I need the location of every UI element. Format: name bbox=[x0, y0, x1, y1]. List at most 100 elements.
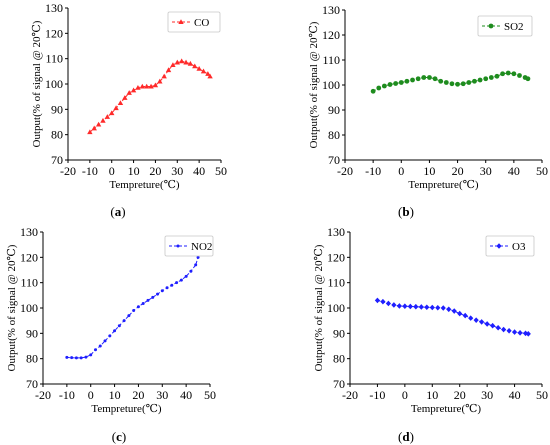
y-tick-label: 120 bbox=[45, 26, 63, 40]
legend-box bbox=[485, 235, 535, 257]
panel-caption: (c) bbox=[112, 429, 126, 444]
chart-panel-1: 70 80 90 100 110 120 130 -20 -10 0 10 20 30 40 50 Tempr… bbox=[31, 1, 227, 219]
x-axis-label: Tempreture(℃) bbox=[411, 403, 482, 415]
data-point bbox=[484, 321, 490, 327]
panel-caption: (d) bbox=[398, 429, 414, 444]
data-point bbox=[415, 76, 421, 82]
data-point bbox=[152, 82, 159, 88]
data-point bbox=[136, 305, 140, 309]
data-point bbox=[483, 76, 489, 82]
y-tick-label: 90 bbox=[328, 103, 340, 117]
x-tick-label: -20 bbox=[35, 388, 51, 402]
data-point bbox=[398, 80, 404, 85]
data-point bbox=[443, 80, 449, 85]
x-tick-label: 40 bbox=[193, 164, 205, 178]
y-tick-label: 90 bbox=[51, 102, 63, 116]
data-point bbox=[473, 317, 479, 323]
x-tick-label: 20 bbox=[149, 164, 161, 178]
legend-label: CO bbox=[194, 17, 209, 29]
x-tick-label: 10 bbox=[109, 388, 121, 402]
data-point bbox=[455, 81, 460, 87]
data-point bbox=[500, 71, 505, 77]
data-point bbox=[157, 78, 163, 84]
y-tick-label: 70 bbox=[333, 377, 345, 391]
y-axis-label: Output(% of signal @ 20℃) bbox=[308, 21, 320, 148]
data-point bbox=[374, 297, 381, 304]
data-point bbox=[494, 73, 500, 79]
y-axis-label: Output(% of signal @ 20℃) bbox=[6, 244, 18, 371]
data-point bbox=[126, 90, 132, 95]
x-tick-label: 0 bbox=[109, 164, 115, 178]
x-tick-label: 20 bbox=[132, 388, 144, 402]
data-point bbox=[396, 303, 402, 309]
data-point bbox=[194, 263, 198, 267]
data-point bbox=[451, 308, 457, 314]
data-point bbox=[65, 355, 69, 359]
data-point bbox=[387, 82, 393, 87]
x-tick-label: 20 bbox=[452, 164, 464, 178]
panel-caption: (b) bbox=[398, 204, 414, 219]
legend-label: NO2 bbox=[191, 241, 212, 253]
y-tick-label: 80 bbox=[333, 352, 345, 366]
data-point bbox=[517, 330, 523, 336]
y-axis-label: Output(% of signal @ 20℃) bbox=[31, 20, 43, 147]
data-point bbox=[122, 95, 128, 100]
legend-marker bbox=[178, 19, 184, 24]
y-tick-label: 90 bbox=[333, 326, 345, 340]
x-tick-label: 30 bbox=[156, 388, 168, 402]
data-point bbox=[174, 59, 180, 65]
y-tick-label: 130 bbox=[327, 225, 345, 239]
y-axis-label: Output(% of signal @ 20℃) bbox=[313, 244, 325, 371]
data-point bbox=[161, 73, 167, 79]
data-point bbox=[192, 63, 198, 69]
data-point bbox=[132, 309, 136, 313]
data-point bbox=[156, 292, 160, 296]
data-point bbox=[84, 355, 88, 359]
data-point bbox=[127, 314, 131, 318]
data-point bbox=[429, 304, 435, 311]
data-point bbox=[495, 324, 501, 331]
data-point bbox=[170, 283, 174, 287]
data-point bbox=[446, 306, 452, 313]
x-tick-label: 50 bbox=[536, 388, 548, 402]
data-point bbox=[103, 339, 107, 343]
data-point bbox=[382, 83, 387, 89]
data-point bbox=[89, 353, 93, 357]
data-point bbox=[74, 356, 78, 360]
x-tick-label: 50 bbox=[215, 164, 227, 178]
x-tick-label: 10 bbox=[423, 164, 435, 178]
data-point bbox=[490, 322, 496, 329]
y-tick-label: 130 bbox=[45, 1, 63, 15]
data-point bbox=[93, 348, 97, 352]
data-point bbox=[207, 73, 213, 79]
y-tick-label: 110 bbox=[45, 52, 63, 66]
data-point bbox=[391, 302, 397, 308]
x-tick-label: 10 bbox=[426, 388, 438, 402]
data-point bbox=[148, 83, 154, 89]
legend-label: SO2 bbox=[504, 21, 524, 33]
data-point bbox=[205, 71, 211, 76]
legend: CO bbox=[167, 11, 221, 33]
data-point bbox=[511, 329, 518, 335]
data-point bbox=[196, 66, 202, 71]
y-tick-label: 130 bbox=[20, 225, 38, 239]
y-tick-label: 110 bbox=[327, 276, 345, 290]
data-point bbox=[522, 330, 529, 337]
data-point bbox=[435, 304, 441, 311]
data-point bbox=[100, 117, 106, 123]
x-tick-label: 30 bbox=[480, 164, 492, 178]
data-point bbox=[468, 315, 474, 321]
x-tick-label: -20 bbox=[342, 388, 358, 402]
y-tick-label: 100 bbox=[45, 77, 63, 91]
data-point bbox=[113, 329, 117, 333]
x-tick-label: 20 bbox=[454, 388, 466, 402]
data-point bbox=[525, 76, 531, 82]
data-point bbox=[413, 303, 419, 310]
y-tick-label: 70 bbox=[51, 153, 63, 167]
y-tick-label: 90 bbox=[26, 326, 38, 340]
x-tick-label: 40 bbox=[509, 388, 521, 402]
data-point bbox=[108, 334, 112, 338]
data-point bbox=[141, 301, 145, 305]
y-tick-label: 80 bbox=[26, 352, 38, 366]
